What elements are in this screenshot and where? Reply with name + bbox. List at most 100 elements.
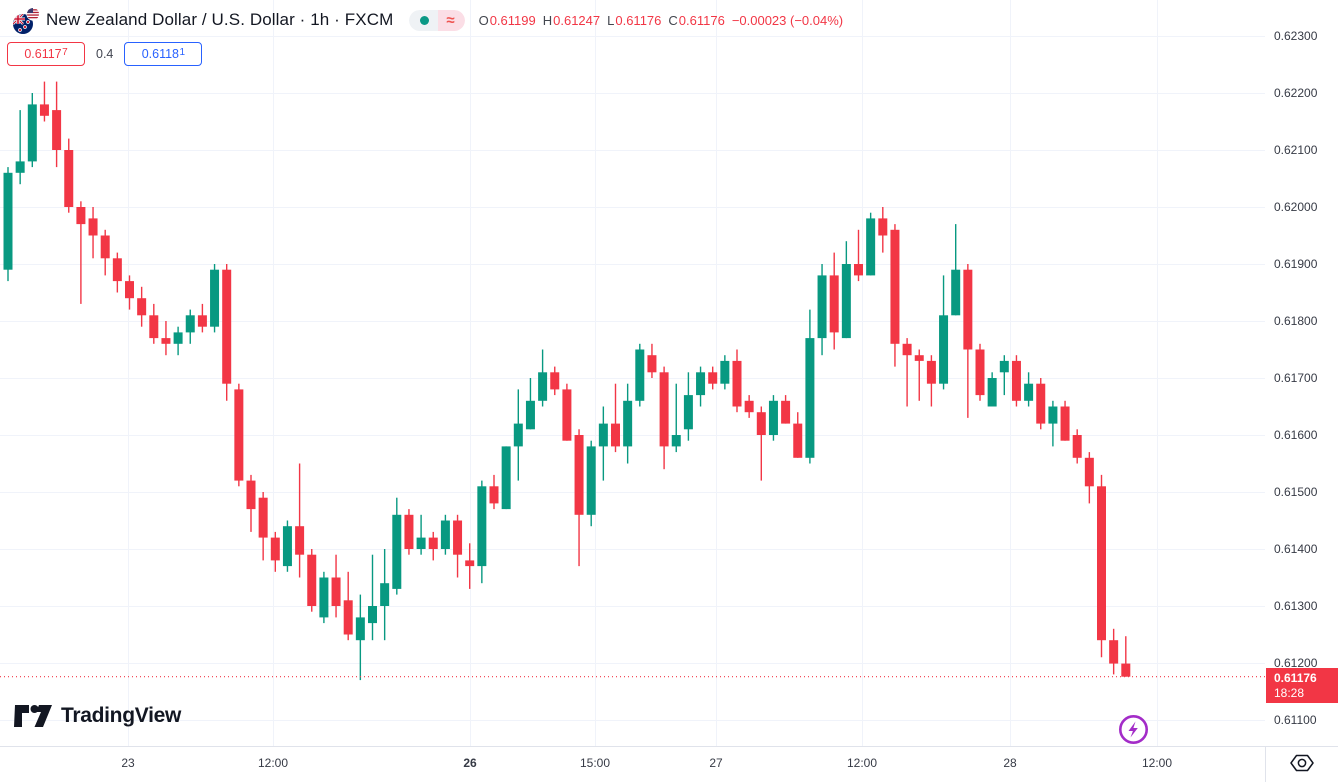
price-axis-label: 0.62300 bbox=[1274, 29, 1318, 43]
candle-body bbox=[878, 218, 888, 236]
candle-body bbox=[513, 423, 523, 447]
time-axis-label: 15:00 bbox=[579, 756, 611, 770]
ohlc-readout: O 0.61199 H 0.61247 L 0.61176 C 0.61176 −0.0… bbox=[479, 13, 844, 28]
time-axis-label: 26 bbox=[463, 756, 477, 770]
candle-body bbox=[890, 229, 900, 344]
flash-alert-button[interactable] bbox=[1118, 714, 1149, 745]
market-status-indicator[interactable] bbox=[409, 9, 439, 31]
candle-body bbox=[963, 269, 973, 350]
candle-body bbox=[1072, 435, 1082, 458]
candle-body bbox=[744, 400, 754, 413]
price-axis-label: 0.61900 bbox=[1274, 257, 1318, 271]
candle-body bbox=[817, 275, 827, 339]
buy-ask-button[interactable]: 0.6118 1 bbox=[124, 42, 203, 66]
price-axis-label: 0.62200 bbox=[1274, 86, 1318, 100]
time-axis[interactable]: 23 12:00 26 15:00 27 12:00 28 12:00 bbox=[0, 746, 1338, 782]
tradingview-logo-text: TradingView bbox=[61, 704, 182, 727]
candle-body bbox=[137, 298, 147, 316]
candle-body bbox=[161, 338, 171, 344]
candle-body bbox=[489, 486, 499, 504]
candle-body bbox=[841, 264, 851, 339]
price-axis[interactable]: 0.62300 0.62200 0.62100 0.62000 0.61900 0.618… bbox=[1266, 0, 1338, 746]
candle-body bbox=[1011, 360, 1021, 401]
bid-price-fractional: 7 bbox=[62, 47, 68, 58]
approximate-data-icon: ≈ bbox=[446, 11, 455, 29]
price-axis-label: 0.61300 bbox=[1274, 599, 1318, 613]
candle-body bbox=[210, 269, 220, 327]
candle-body bbox=[88, 218, 98, 236]
close-value: 0.61176 bbox=[678, 12, 725, 28]
open-value: 0.61199 bbox=[489, 12, 536, 28]
price-axis-label: 0.61400 bbox=[1274, 542, 1318, 556]
candle-body bbox=[829, 275, 839, 333]
candle-body bbox=[635, 349, 645, 401]
candle-body bbox=[1084, 457, 1094, 487]
price-scale-mode-button[interactable] bbox=[1288, 751, 1316, 775]
candle-body bbox=[866, 218, 876, 276]
last-price-badge[interactable]: 0.61176 18:28 bbox=[1266, 668, 1338, 703]
candle-body bbox=[987, 378, 997, 407]
tradingview-logo-icon bbox=[14, 705, 52, 727]
hexagon-eye-icon bbox=[1290, 754, 1314, 772]
time-axis-label: 27 bbox=[709, 756, 723, 770]
sell-bid-button[interactable]: 0.6117 7 bbox=[7, 42, 85, 66]
candle-body bbox=[222, 269, 232, 384]
symbol-title[interactable]: New Zealand Dollar / U.S. Dollar · 1h · … bbox=[46, 10, 394, 29]
symbol-header: New Zealand Dollar / U.S. Dollar · 1h · … bbox=[8, 5, 844, 35]
high-value: 0.61247 bbox=[553, 12, 601, 28]
candle-body bbox=[149, 315, 159, 339]
candle-body bbox=[197, 315, 207, 327]
candle-body bbox=[173, 332, 183, 344]
candle-body bbox=[999, 360, 1009, 373]
last-price-value: 0.61176 bbox=[1274, 671, 1317, 685]
open-label: O bbox=[478, 12, 489, 28]
low-value: 0.61176 bbox=[615, 12, 662, 28]
price-axis-label: 0.61700 bbox=[1274, 371, 1318, 385]
candle-body bbox=[805, 338, 815, 458]
candle-body bbox=[380, 583, 390, 606]
candle-body bbox=[100, 235, 110, 259]
candle-body bbox=[282, 526, 292, 567]
candle-body bbox=[696, 372, 706, 396]
candle-body bbox=[659, 372, 669, 447]
nzdusd-flag-icon bbox=[8, 5, 42, 35]
candle-body bbox=[793, 423, 803, 458]
candle-body bbox=[732, 360, 742, 407]
candle-body bbox=[453, 520, 463, 555]
bid-price: 0.6117 bbox=[24, 46, 62, 61]
time-axis-label: 12:00 bbox=[257, 756, 289, 770]
candle-body bbox=[598, 423, 608, 447]
price-axis-label: 0.61800 bbox=[1274, 314, 1318, 328]
quote-row: 0.6117 7 0.4 0.6118 1 bbox=[7, 42, 203, 66]
symbol-status-pill[interactable]: ≈ bbox=[409, 9, 465, 31]
candle-body bbox=[258, 497, 268, 538]
market-open-dot-icon bbox=[420, 15, 430, 25]
price-axis-label: 0.61600 bbox=[1274, 428, 1318, 442]
candle-body bbox=[501, 446, 511, 510]
tradingview-logo[interactable]: TradingView bbox=[14, 703, 181, 729]
candle-body bbox=[1048, 406, 1058, 424]
candle-body bbox=[902, 343, 912, 356]
candle-body bbox=[234, 389, 244, 481]
candle-body bbox=[1036, 383, 1046, 424]
close-label: C bbox=[668, 12, 678, 28]
candle-body bbox=[465, 560, 475, 567]
candle-body bbox=[671, 435, 681, 447]
approximate-data-indicator[interactable]: ≈ bbox=[438, 9, 465, 31]
candle-body bbox=[756, 412, 766, 435]
candle-body bbox=[440, 520, 450, 549]
candle-body bbox=[416, 537, 426, 549]
time-axis-label: 23 bbox=[121, 756, 135, 770]
candle-body bbox=[550, 372, 560, 390]
axis-corner-separator bbox=[1265, 747, 1266, 782]
candle-body bbox=[562, 389, 572, 441]
candle-body bbox=[1024, 383, 1034, 401]
candle-body bbox=[939, 315, 949, 384]
candle-body bbox=[185, 315, 195, 333]
candle-body bbox=[623, 400, 633, 447]
change-value: −0.00023 (−0.04%) bbox=[731, 12, 844, 28]
candle-body bbox=[246, 480, 256, 510]
candle-body bbox=[951, 269, 961, 316]
